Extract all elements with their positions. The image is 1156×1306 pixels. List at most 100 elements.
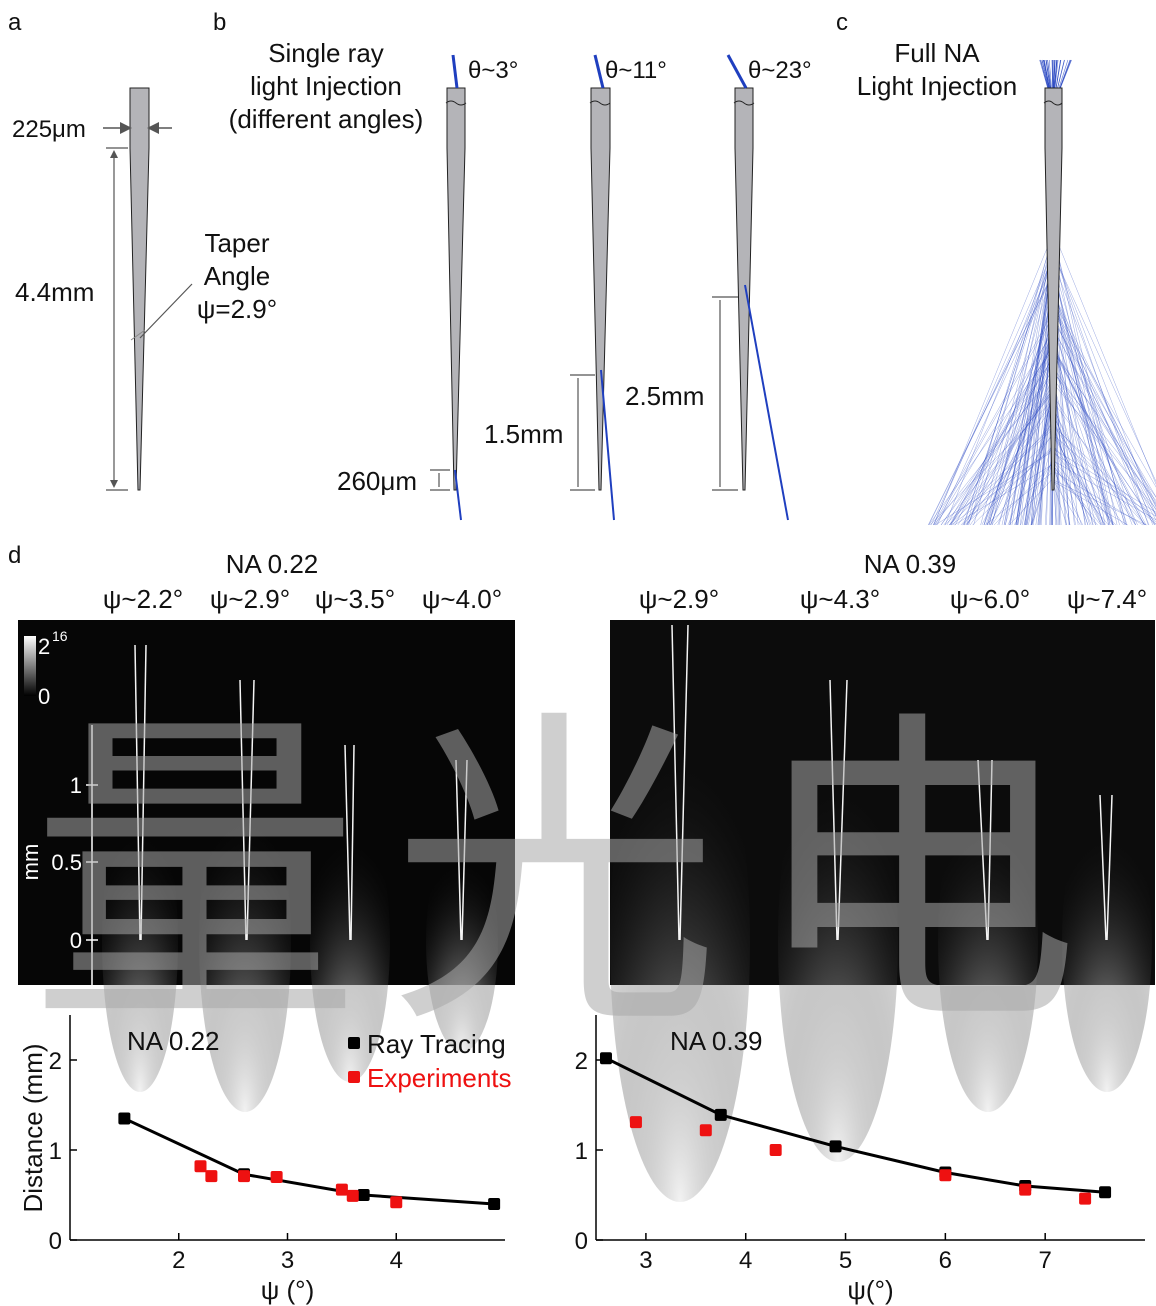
- panel-b-ray-1: [451, 54, 462, 521]
- experiment-point: [1019, 1183, 1032, 1196]
- colorbar-max-base: 2: [38, 634, 50, 659]
- left-psi-4: ψ~4.0°: [422, 584, 502, 614]
- panel-a-length-dimension: [106, 147, 128, 491]
- y-tick-label: 2: [575, 1048, 588, 1075]
- ray-tracing-point: [829, 1140, 842, 1153]
- chart-axes: 3 4 5 6 7 0 1 2: [575, 1015, 1145, 1274]
- left-psi-3: ψ~3.5°: [315, 584, 395, 614]
- chart-legend: Ray Tracing Experiments: [348, 1029, 512, 1093]
- experiment-point: [939, 1169, 952, 1182]
- x-tick-label: 7: [1039, 1247, 1052, 1274]
- panel-b-fiber-3: [733, 87, 755, 491]
- y-tick-label: 1: [575, 1138, 588, 1165]
- panel-b-title-line3: (different angles): [229, 104, 424, 134]
- panel-c-fiber: [1043, 87, 1063, 491]
- panel-c-letter: c: [836, 9, 848, 36]
- panel-b-dim-2: [570, 374, 595, 491]
- experiment-point: [390, 1196, 403, 1209]
- experiment-point: [346, 1189, 359, 1202]
- x-axis-label: ψ(°): [847, 1275, 893, 1305]
- panel-b-letter: b: [213, 9, 226, 36]
- y-tick-label: 2: [49, 1048, 62, 1075]
- ray-tracing-point: [714, 1108, 727, 1121]
- x-axis-label: ψ (°): [261, 1275, 314, 1305]
- ray-tracing-point: [118, 1112, 131, 1125]
- right-psi-3: ψ~6.0°: [950, 584, 1030, 614]
- legend-label-experiments: Experiments: [367, 1063, 512, 1093]
- panel-b-ray-2: [593, 54, 615, 521]
- panel-d-right-title: NA 0.39: [864, 549, 957, 579]
- x-tick-label: 3: [639, 1247, 652, 1274]
- chart-title: NA 0.39: [670, 1026, 763, 1056]
- chart-title: NA 0.22: [127, 1026, 220, 1056]
- right-psi-2: ψ~4.3°: [800, 584, 880, 614]
- panel-c-ray-fan: [928, 59, 1156, 526]
- scale-tick-0: 0: [70, 928, 82, 953]
- panel-a-taper-pointer: [139, 283, 193, 339]
- experiment-point: [270, 1171, 283, 1183]
- chart-axes: 2 3 4 0 1 2: [49, 1015, 505, 1274]
- chart-na039: 3 4 5 6 7 0 1 2 ψ(°) NA 0.39: [575, 1015, 1145, 1305]
- ray-tracing-point: [488, 1198, 501, 1210]
- panel-a-letter: a: [8, 9, 22, 36]
- colorbar-max-exp: 16: [52, 628, 68, 644]
- x-tick-label: 5: [839, 1247, 852, 1274]
- x-tick-label: 4: [739, 1247, 752, 1274]
- ray-tracing-line: [605, 1056, 1106, 1194]
- panel-a-taper-line3: ψ=2.9°: [197, 294, 277, 324]
- panel-a-taper-line1: Taper: [204, 228, 269, 258]
- panel-b-ray-3: [726, 54, 789, 521]
- legend-label-ray-tracing: Ray Tracing: [367, 1029, 506, 1059]
- experiment-point: [205, 1170, 218, 1183]
- right-psi-4: ψ~7.4°: [1067, 584, 1147, 614]
- y-axis-label: Distance (mm): [18, 1043, 48, 1212]
- panel-b-dim-3: [712, 296, 738, 491]
- left-psi-1: ψ~2.2°: [103, 584, 183, 614]
- chart-na022: 2 3 4 0 1 2 ψ (°) Distance (mm) NA 0.22 Ray Traci…: [18, 1015, 512, 1305]
- scale-tick-1: 1: [70, 773, 82, 798]
- panel-b-fiber-2: [589, 87, 611, 491]
- y-tick-label: 1: [49, 1138, 62, 1165]
- panel-d-letter: d: [8, 542, 21, 569]
- left-psi-2: ψ~2.9°: [210, 584, 290, 614]
- scale-bar: [86, 725, 98, 985]
- experiment-point: [238, 1170, 250, 1183]
- watermark: 量光电: [30, 691, 1110, 1060]
- scale-tick-05: 0.5: [51, 850, 82, 875]
- panel-a-width-label: 225μm: [12, 116, 86, 143]
- ray-tracing-line: [123, 1117, 495, 1206]
- panel-b-dist-1: 260μm: [337, 466, 417, 496]
- x-tick-label: 2: [172, 1247, 185, 1274]
- ray-tracing-point: [357, 1189, 370, 1201]
- panel-b-angle-2: θ~11°: [605, 57, 667, 84]
- panel-b-title-line1: Single ray: [268, 38, 384, 68]
- panel-b-angle-3: θ~23°: [748, 57, 812, 84]
- panel-b-title-line2: light Injection: [250, 71, 402, 101]
- panel-a-length-label: 4.4mm: [15, 277, 94, 307]
- panel-a-fiber: [129, 87, 150, 491]
- experiment-point: [699, 1124, 712, 1137]
- legend-swatch-ray-tracing: [348, 1037, 360, 1049]
- experiment-point: [335, 1183, 348, 1196]
- panel-b-angle-1: θ~3°: [468, 57, 518, 84]
- panel-b-dim-1: [430, 469, 450, 491]
- colorbar-min: 0: [38, 684, 50, 709]
- panel-c-title-line2: Light Injection: [857, 71, 1017, 101]
- panel-c-title-line1: Full NA: [894, 38, 980, 68]
- colorbar: [24, 636, 36, 696]
- experiment-point: [769, 1144, 782, 1156]
- panel-a-taper-line2: Angle: [204, 261, 271, 291]
- experiment-point: [629, 1116, 642, 1129]
- y-tick-label: 0: [575, 1228, 588, 1255]
- ray-tracing-point: [1099, 1186, 1112, 1199]
- experiment-point: [1079, 1192, 1092, 1205]
- panel-b-dist-3: 2.5mm: [625, 381, 704, 411]
- y-tick-label: 0: [49, 1228, 62, 1255]
- x-tick-label: 4: [390, 1247, 403, 1274]
- image-na022: [18, 620, 515, 1112]
- experiment-point: [194, 1160, 207, 1173]
- image-na039: [610, 620, 1155, 1202]
- scale-unit: mm: [18, 844, 43, 881]
- right-psi-1: ψ~2.9°: [639, 584, 719, 614]
